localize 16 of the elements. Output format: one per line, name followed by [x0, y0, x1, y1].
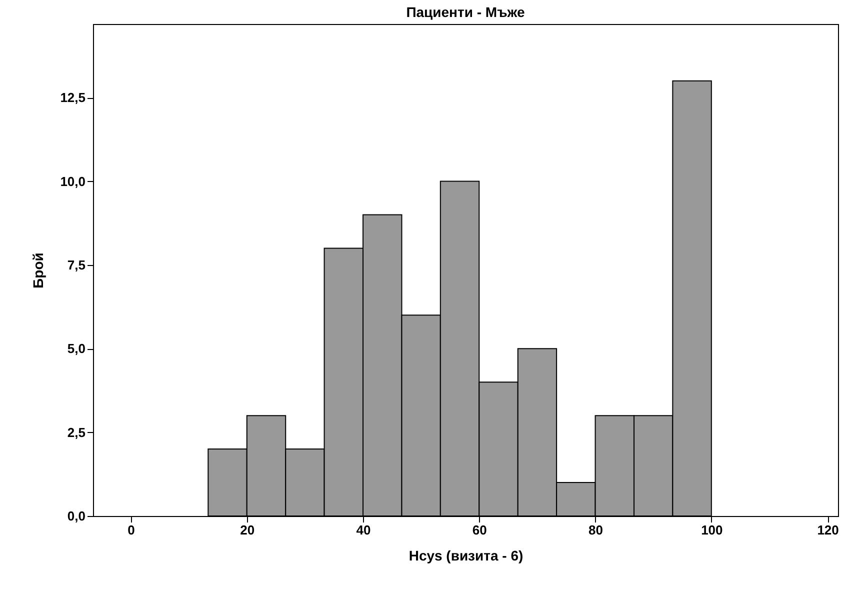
- y-tick-label: 5,0: [67, 341, 86, 356]
- x-tick-label: 40: [356, 522, 371, 538]
- chart-title: Пациенти - Мъже: [406, 4, 526, 20]
- x-axis-title: Hcys (визита - 6): [408, 548, 524, 564]
- y-tick-label: 12,5: [60, 90, 86, 106]
- x-tick-label: 100: [701, 522, 723, 538]
- y-tick-label: 2,5: [67, 424, 86, 440]
- y-tick-label: 7,5: [67, 257, 86, 272]
- x-tick-label: 120: [817, 522, 839, 538]
- x-tick-label: 80: [588, 522, 604, 538]
- y-tick-label: 0,0: [67, 508, 86, 524]
- y-tick-label: 10,0: [60, 174, 86, 189]
- x-tick-label: 20: [240, 522, 255, 538]
- y-axis-title: Брой: [30, 252, 46, 288]
- x-tick-label: 60: [472, 522, 487, 538]
- x-tick-label: 0: [128, 522, 135, 538]
